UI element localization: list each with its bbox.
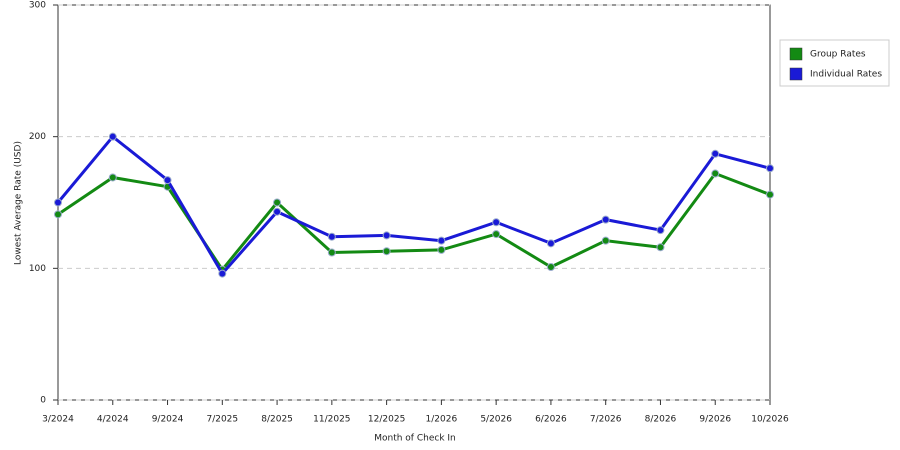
data-point — [108, 132, 117, 141]
data-point — [327, 232, 336, 241]
data-point — [218, 269, 227, 278]
legend-label: Group Rates — [810, 50, 866, 60]
data-point — [382, 247, 391, 256]
data-point — [382, 231, 391, 240]
x-tick-label: 11/2025 — [313, 415, 350, 425]
data-point — [54, 210, 62, 219]
x-tick-label: 7/2026 — [590, 415, 622, 425]
data-point — [656, 243, 665, 252]
data-point — [766, 164, 774, 173]
x-tick-label: 8/2026 — [645, 415, 677, 425]
data-point — [108, 173, 117, 182]
data-point — [601, 215, 610, 224]
data-point — [163, 176, 172, 185]
data-point — [656, 226, 665, 235]
data-point — [766, 190, 774, 199]
data-point — [437, 236, 446, 245]
x-tick-label: 9/2024 — [152, 415, 184, 425]
x-tick-label: 6/2026 — [535, 415, 567, 425]
data-point — [711, 149, 720, 158]
data-point — [492, 230, 501, 239]
data-point — [327, 248, 336, 257]
x-axis-label: Month of Check In — [374, 434, 456, 444]
y-tick-label: 0 — [40, 396, 46, 406]
series-line — [56, 134, 771, 277]
x-tick-label: 3/2024 — [42, 415, 74, 425]
data-point — [54, 198, 62, 207]
y-tick-label: 200 — [29, 132, 46, 142]
legend-swatch — [789, 47, 803, 61]
x-tick-label: 5/2026 — [480, 415, 512, 425]
y-tick-label: 100 — [29, 264, 46, 274]
legend-label: Individual Rates — [810, 70, 882, 80]
x-tick-label: 1/2026 — [426, 415, 458, 425]
series-line — [57, 171, 771, 273]
data-point — [437, 245, 446, 254]
x-tick-label: 10/2026 — [751, 415, 789, 425]
x-tick-label: 8/2025 — [261, 415, 293, 425]
x-tick-label: 12/2025 — [368, 415, 405, 425]
x-tick-label: 7/2025 — [206, 415, 238, 425]
x-tick-label: 9/2026 — [699, 415, 731, 425]
data-point — [546, 263, 555, 272]
data-point — [601, 236, 610, 245]
data-point — [546, 239, 555, 248]
data-point — [273, 207, 282, 216]
data-point — [492, 218, 501, 227]
data-point — [711, 169, 720, 178]
x-tick-label: 4/2024 — [97, 415, 129, 425]
data-point — [273, 198, 282, 207]
plot-frame — [57, 4, 771, 401]
y-tick-label: 300 — [29, 1, 46, 11]
y-axis-label: Lowest Average Rate (USD) — [14, 141, 24, 265]
legend-swatch — [789, 67, 803, 81]
